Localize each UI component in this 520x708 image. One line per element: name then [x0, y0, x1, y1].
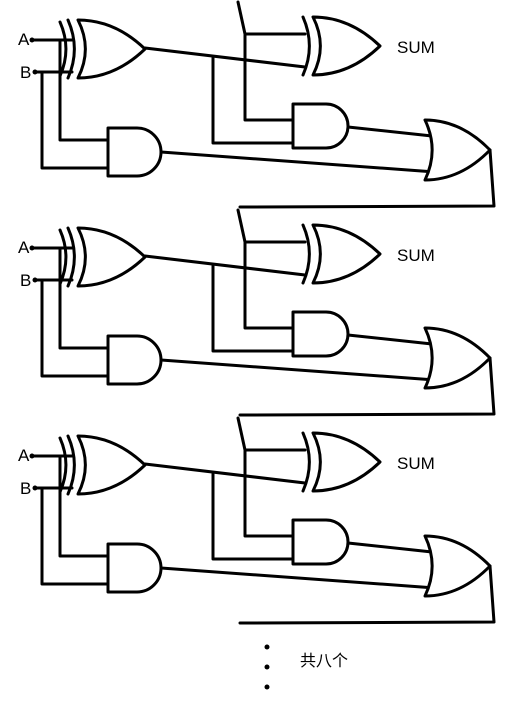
wire — [159, 150, 437, 174]
and-gate-1 — [106, 334, 163, 386]
input-a-terminal — [29, 453, 35, 459]
wire — [238, 148, 496, 209]
wire — [243, 240, 295, 330]
xor-gate-2-bar — [301, 223, 311, 285]
sum-output-label: SUM — [397, 246, 435, 265]
xor-gate-1 — [76, 434, 147, 496]
full-adder-stage: AB SUM — [18, 208, 496, 417]
wire — [143, 46, 307, 69]
input-a-label: A — [18, 30, 30, 49]
full-adder-stage: AB SUM — [18, 416, 496, 625]
wire — [211, 56, 295, 145]
xor-gate-2 — [311, 223, 382, 285]
and-gate-1 — [106, 542, 163, 594]
input-b-label: B — [20, 271, 31, 290]
wire — [40, 486, 112, 586]
input-a-terminal — [29, 245, 35, 251]
wire — [211, 264, 295, 353]
xor-gate-2-bar — [301, 15, 311, 77]
and-gate-2 — [291, 102, 350, 150]
input-b-label: B — [20, 479, 31, 498]
xor-gate-1-bar — [66, 18, 76, 80]
wire — [236, 416, 307, 452]
input-a-label: A — [18, 238, 30, 257]
xor-gate-1-bar — [66, 434, 76, 496]
full-adder-stage: AB SUM — [18, 0, 496, 209]
wire — [346, 333, 434, 346]
wire — [40, 70, 112, 170]
or-gate — [423, 534, 492, 598]
wire — [346, 125, 434, 138]
input-b-terminal — [32, 69, 38, 75]
xor-gate-2-bar — [301, 431, 311, 493]
input-b-label: B — [20, 63, 31, 82]
or-gate — [423, 118, 492, 182]
continuation-ellipsis — [264, 644, 270, 690]
wire — [211, 472, 295, 561]
and-gate-1 — [106, 126, 163, 178]
and-gate-2 — [291, 310, 350, 358]
or-gate — [423, 326, 492, 390]
wire — [236, 0, 307, 36]
input-a-terminal — [29, 37, 35, 43]
xor-gate-2 — [311, 15, 382, 77]
count-note: 共八个 — [300, 651, 348, 670]
xor-gate-1-bar — [58, 20, 68, 78]
wire — [159, 358, 437, 382]
wire — [143, 254, 307, 277]
wire — [236, 208, 307, 244]
sum-output-label: SUM — [397, 38, 435, 57]
wire — [346, 541, 434, 554]
input-b-terminal — [32, 277, 38, 283]
and-gate-2 — [291, 518, 350, 566]
wire — [243, 448, 295, 538]
input-a-label: A — [18, 446, 30, 465]
xor-gate-1-bar — [58, 436, 68, 494]
xor-gate-2 — [311, 431, 382, 493]
input-b-terminal — [32, 485, 38, 491]
wire — [40, 278, 112, 378]
wire — [143, 462, 307, 485]
xor-gate-1 — [76, 18, 147, 80]
xor-gate-1-bar — [66, 226, 76, 288]
wire — [159, 566, 437, 590]
sum-output-label: SUM — [397, 454, 435, 473]
xor-gate-1 — [76, 226, 147, 288]
wire — [238, 356, 496, 417]
wire — [243, 32, 295, 122]
xor-gate-1-bar — [58, 228, 68, 286]
wire — [238, 564, 496, 625]
